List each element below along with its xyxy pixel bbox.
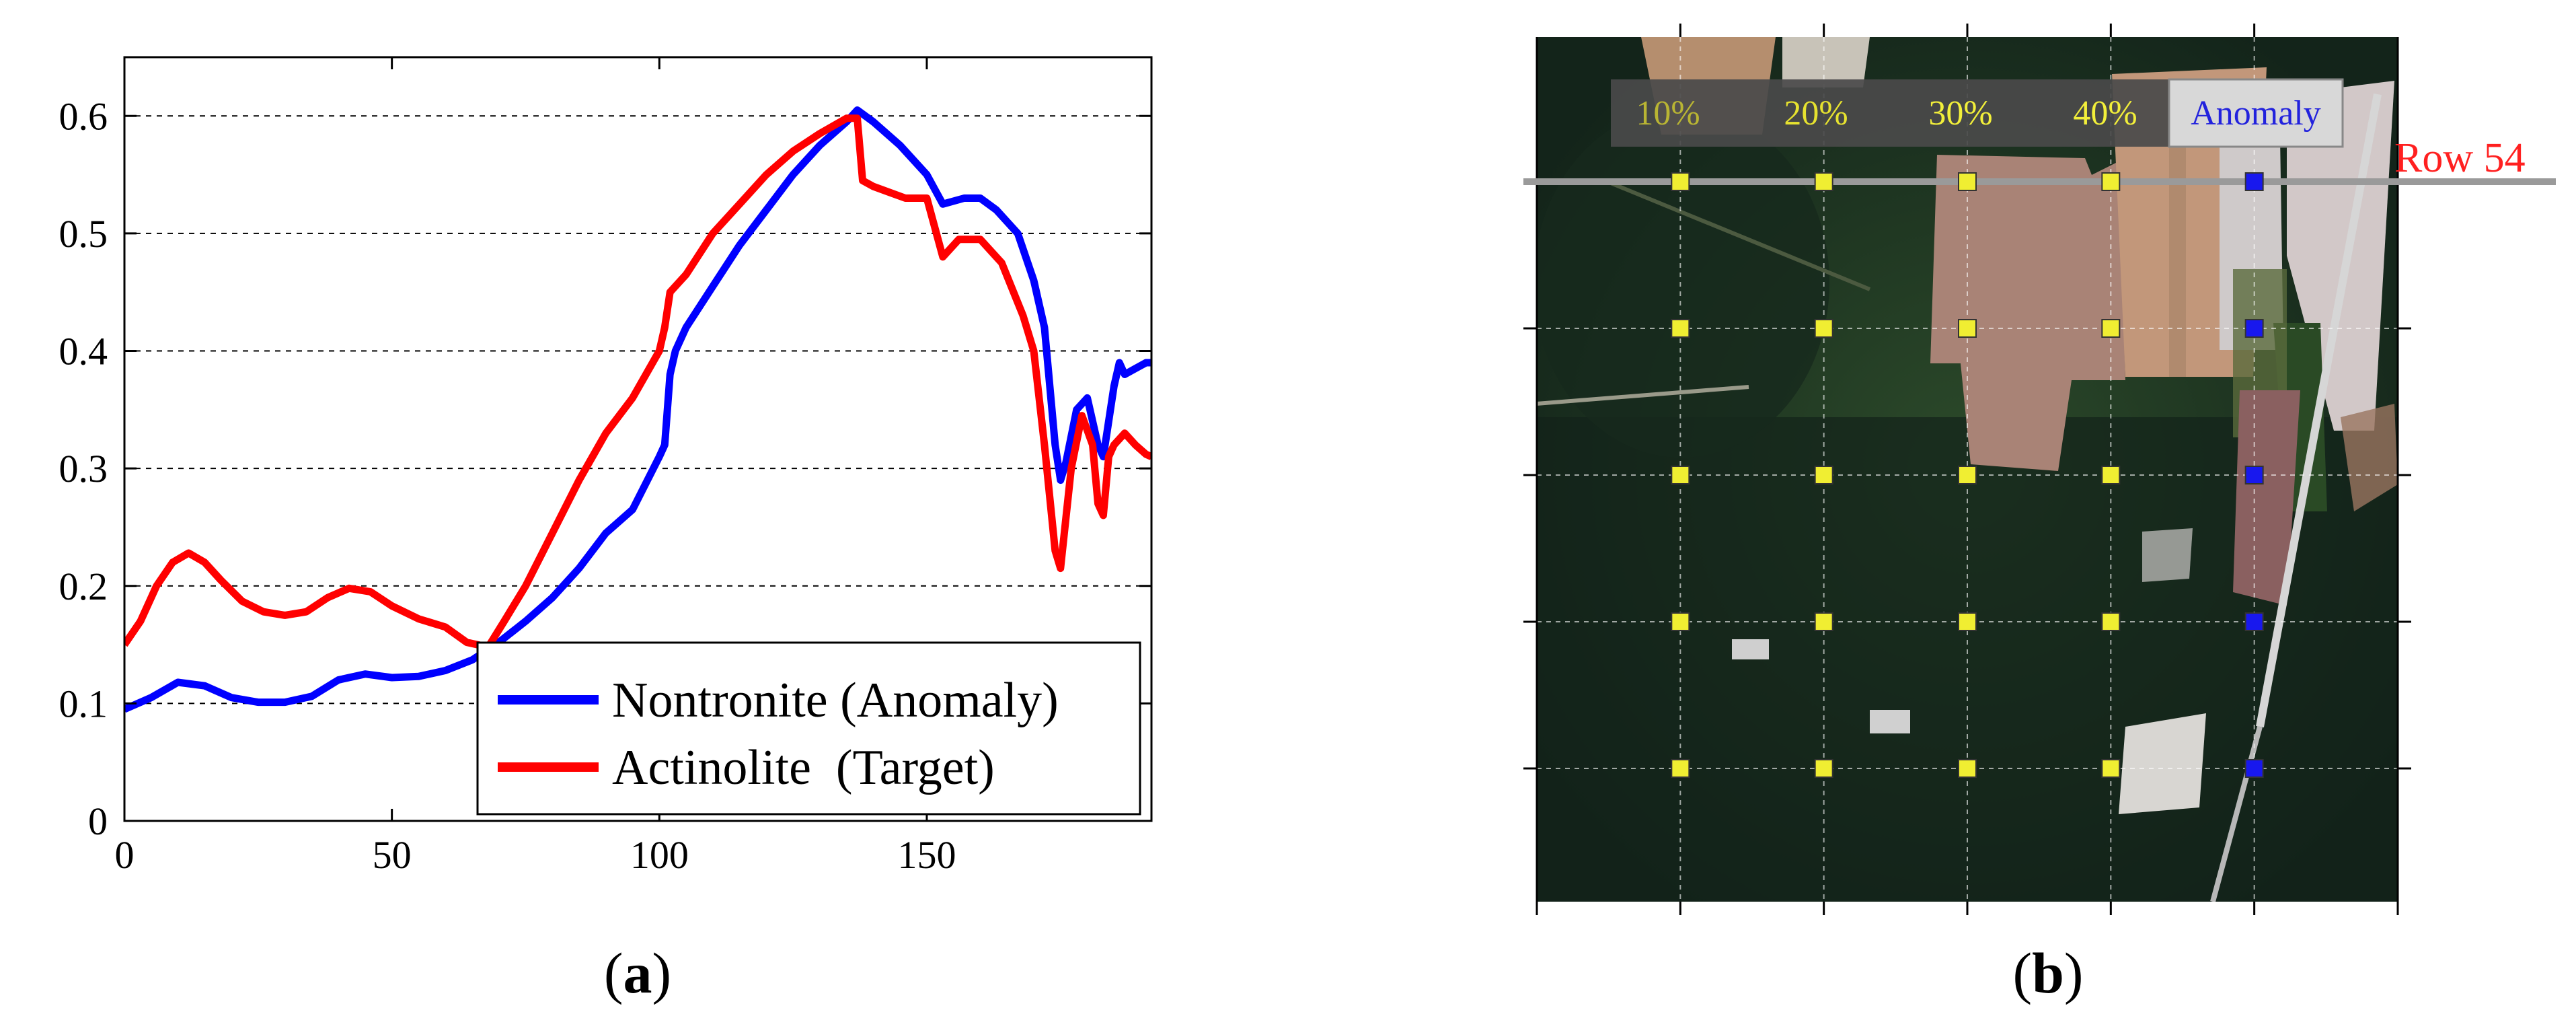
target-marker-2-3 (2101, 466, 2121, 484)
series-lines (124, 106, 1151, 713)
x-tick-label-1: 50 (373, 833, 412, 877)
y-tick-label-3: 0.3 (59, 447, 108, 491)
y-tick-label-2: 0.2 (59, 565, 108, 608)
plot-frame (123, 56, 1153, 822)
target-marker-0-0 (1671, 172, 1690, 191)
legend-label-nontronite: Nontronite (Anomaly) (612, 673, 1059, 728)
target-marker-2-1 (1814, 466, 1833, 484)
target-marker-1-0 (1671, 319, 1690, 338)
y-tick-label-6: 0.6 (59, 94, 108, 138)
y-tick-label-4: 0.4 (59, 330, 108, 373)
target-marker-3-2 (1958, 612, 1977, 631)
target-marker-3-3 (2101, 612, 2121, 631)
target-markers (1671, 172, 2264, 778)
anomaly-legend-box (2168, 78, 2344, 148)
anomaly-marker-3-4 (2244, 612, 2264, 631)
target-marker-2-2 (1958, 466, 1977, 484)
target-marker-3-1 (1814, 612, 1833, 631)
y-tick-label-0: 0 (88, 799, 108, 843)
spectral-line-chart: 0 50 100 150 0 0.1 0.2 0.3 0.4 0.5 0.6 Nontronite … (59, 56, 1153, 1005)
legend-20-percent: 20% (1784, 94, 1848, 133)
target-marker-4-3 (2101, 759, 2121, 778)
target-marker-2-0 (1671, 466, 1690, 484)
x-tick-label-0: 0 (115, 833, 135, 877)
x-tick-label-3: 150 (897, 833, 956, 877)
legend-box (476, 641, 1141, 816)
x-tick-label-2: 100 (630, 833, 689, 877)
target-marker-4-2 (1958, 759, 1977, 778)
legend-label-actinolite: Actinolite (Target) (612, 740, 995, 795)
anomaly-marker-4-4 (2244, 759, 2264, 778)
legend-bar (1611, 79, 2169, 147)
target-marker-4-1 (1814, 759, 1833, 778)
row-label: Row 54 (2394, 135, 2526, 181)
legend-40-percent: 40% (2073, 94, 2137, 133)
series-line-0 (124, 106, 1151, 713)
target-marker-0-2 (1958, 172, 1977, 191)
legend: Nontronite (Anomaly) Actinolite (Target) (476, 641, 1141, 816)
legend-anomaly: Anomaly (2191, 94, 2321, 133)
anomaly-marker-0-4 (2244, 172, 2264, 191)
target-marker-1-2 (1958, 319, 1977, 338)
target-marker-1-3 (2101, 319, 2121, 338)
target-marker-3-0 (1671, 612, 1690, 631)
panel-caption-b: (b) (2012, 941, 2083, 1005)
target-marker-0-3 (2101, 172, 2121, 191)
anomaly-marker-2-4 (2244, 466, 2264, 484)
y-tick-label-5: 0.5 (59, 212, 108, 256)
percent-legend: 10% 20% 30% 40% Anomaly (1611, 78, 2344, 148)
axis-ticks: 0 50 100 150 0 0.1 0.2 0.3 0.4 0.5 0.6 (59, 57, 1151, 877)
target-marker-0-1 (1814, 172, 1833, 191)
satellite-image-panel: Row 54 10% 20% 30% 40% Anomaly (b) (1523, 24, 2556, 1005)
panel-caption-a: (a) (604, 941, 671, 1005)
y-tick-label-1: 0.1 (59, 682, 108, 725)
series-line-1 (124, 114, 1151, 651)
target-marker-1-1 (1814, 319, 1833, 338)
anomaly-marker-1-4 (2244, 319, 2264, 338)
target-marker-4-0 (1671, 759, 1690, 778)
legend-30-percent: 30% (1928, 94, 1992, 133)
legend-10-percent: 10% (1636, 94, 1700, 133)
